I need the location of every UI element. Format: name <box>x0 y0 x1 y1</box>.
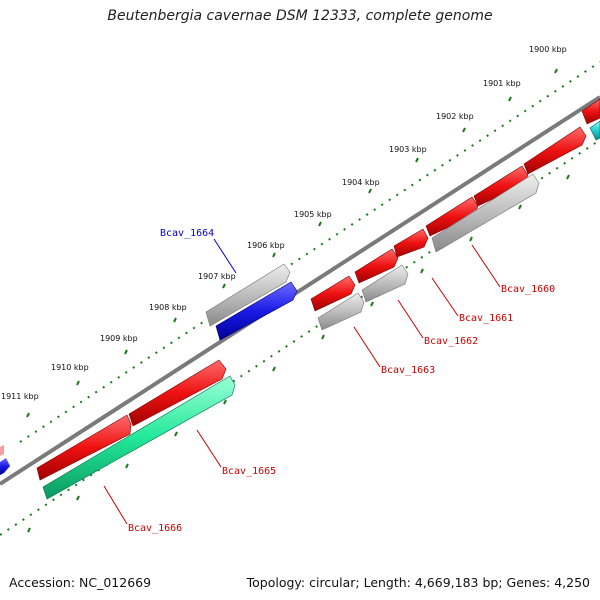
outer-tick-1901 <box>508 96 512 102</box>
gene-label-bcav-1663[interactable]: Bcav_1663 <box>381 365 435 376</box>
map-title: Beutenbergia cavernae DSM 12333, complet… <box>107 8 493 24</box>
inner-major-ticks <box>27 174 570 533</box>
tick-label-1901: 1901 kbp <box>483 79 521 88</box>
leader-bcav-1664 <box>213 238 237 274</box>
outer-tick-1907 <box>222 283 226 289</box>
gene-feature-blue-fragment[interactable] <box>0 458 10 475</box>
gene-labels: Bcav_1660 Bcav_1661 Bcav_1662 Bcav_1663 … <box>128 228 555 534</box>
outer-tick-1911 <box>26 412 30 418</box>
outer-tick-1904 <box>368 188 372 194</box>
gene-feature-bcav-1665-red[interactable] <box>128 359 227 427</box>
leader-bcav-1662 <box>397 299 424 339</box>
gene-feature-bcav-1663-red[interactable] <box>310 275 356 312</box>
gene-label-bcav-1665[interactable]: Bcav_1665 <box>222 466 276 477</box>
outer-tick-1902 <box>462 127 466 133</box>
tick-label-1909: 1909 kbp <box>100 334 138 343</box>
outer-tick-1910 <box>76 380 80 386</box>
gene-feature-gray-bcav-1664[interactable] <box>205 263 291 327</box>
accession-text: Accession: NC_012669 <box>9 575 152 590</box>
outer-tick-1908 <box>173 317 177 323</box>
gene-feature-red-3[interactable] <box>581 98 600 125</box>
gene-feature-bcav-1662-red[interactable] <box>354 248 399 284</box>
leader-bcav-1661 <box>431 277 459 317</box>
gene-label-bcav-1664[interactable]: Bcav_1664 <box>160 228 214 239</box>
outer-tick-1905 <box>318 221 322 227</box>
tick-label-1905: 1905 kbp <box>294 210 332 219</box>
tick-labels: 1900 kbp 1901 kbp 1902 kbp 1903 kbp 1904… <box>1 45 567 401</box>
tick-label-1903: 1903 kbp <box>389 145 427 154</box>
tick-label-1910: 1910 kbp <box>51 363 89 372</box>
tick-label-1900: 1900 kbp <box>529 45 567 54</box>
topology-text: Topology: circular; Length: 4,669,183 bp… <box>246 575 590 590</box>
tick-label-1911: 1911 kbp <box>1 392 39 401</box>
forward-features <box>0 98 600 481</box>
gene-label-bcav-1662[interactable]: Bcav_1662 <box>424 336 478 347</box>
tick-label-1906: 1906 kbp <box>247 241 285 250</box>
leader-bcav-1663 <box>353 326 381 368</box>
leader-bcav-1660 <box>471 244 501 288</box>
gene-feature-bcav-1664-blue[interactable] <box>215 281 298 341</box>
outer-major-ticks <box>26 68 558 418</box>
gene-feature-bcav-1660-gray[interactable] <box>431 173 540 253</box>
gene-feature-cyan[interactable] <box>589 120 600 141</box>
gene-feature-bcav-1661-red[interactable] <box>393 228 429 258</box>
outer-tick-ring <box>19 61 600 443</box>
reverse-gray-features <box>42 173 540 500</box>
gene-feature-bcav-1666-red[interactable] <box>36 414 132 481</box>
tick-label-1908: 1908 kbp <box>149 303 187 312</box>
genome-backbone <box>0 95 600 486</box>
tick-label-1902: 1902 kbp <box>436 112 474 121</box>
label-leaders <box>103 238 501 525</box>
gene-label-bcav-1660[interactable]: Bcav_1660 <box>501 284 555 295</box>
gene-feature-red-2[interactable] <box>523 126 587 175</box>
outer-tick-1900 <box>554 68 558 74</box>
tick-label-1907: 1907 kbp <box>198 272 236 281</box>
gene-feature-bcav-1666-green[interactable] <box>42 375 236 500</box>
gene-label-bcav-1661[interactable]: Bcav_1661 <box>459 313 513 324</box>
gray-blue-features <box>205 263 298 341</box>
gene-feature-bcav-1662-gray[interactable] <box>361 264 409 303</box>
outer-tick-1909 <box>124 349 128 355</box>
leader-bcav-1666 <box>103 485 128 525</box>
gene-label-bcav-1666[interactable]: Bcav_1666 <box>128 523 182 534</box>
leader-bcav-1665 <box>196 429 222 468</box>
gene-feature-bcav-1663-gray[interactable] <box>317 292 365 331</box>
gene-feature-pink-fragment <box>0 445 4 456</box>
outer-tick-1906 <box>272 252 276 258</box>
tick-label-1904: 1904 kbp <box>342 178 380 187</box>
outer-tick-1903 <box>415 157 419 163</box>
